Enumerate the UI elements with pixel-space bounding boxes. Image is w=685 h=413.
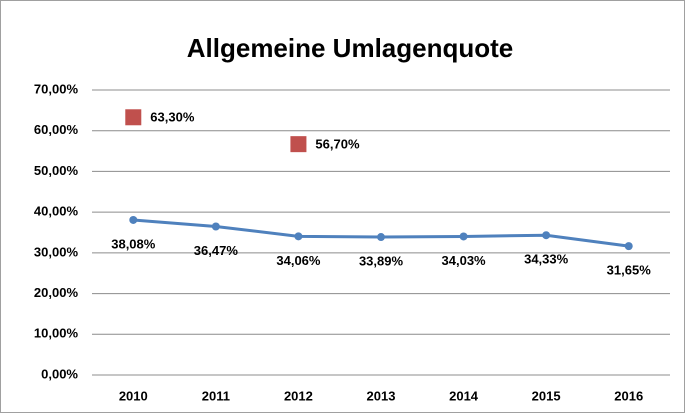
y-tick-label: 60,00% xyxy=(34,122,79,137)
data-label: 34,03% xyxy=(442,253,487,268)
data-label: 36,47% xyxy=(194,243,239,258)
data-label: 34,33% xyxy=(524,252,569,267)
marker xyxy=(542,231,551,240)
marker xyxy=(129,215,138,224)
x-tick-label: 2016 xyxy=(614,388,643,403)
data-label: 56,70% xyxy=(315,137,360,152)
marker xyxy=(211,222,220,231)
x-tick-label: 2014 xyxy=(449,388,479,403)
marker xyxy=(290,136,307,153)
x-tick-label: 2012 xyxy=(284,388,313,403)
data-label: 33,89% xyxy=(359,253,404,268)
marker xyxy=(125,109,142,126)
marker xyxy=(459,232,468,241)
chart-title: Allgemeine Umlagenquote xyxy=(187,33,514,63)
marker xyxy=(294,232,303,241)
x-tick-label: 2011 xyxy=(202,388,230,403)
y-tick-label: 70,00% xyxy=(34,81,79,96)
x-tick-label: 2010 xyxy=(119,388,148,403)
y-tick-label: 10,00% xyxy=(34,326,79,341)
x-tick-label: 2013 xyxy=(367,388,396,403)
data-label: 63,30% xyxy=(150,110,195,125)
data-label: 38,08% xyxy=(111,236,156,251)
marker xyxy=(624,242,633,251)
x-tick-label: 2015 xyxy=(532,388,561,403)
y-tick-label: 0,00% xyxy=(41,366,78,381)
y-tick-label: 30,00% xyxy=(34,244,79,259)
y-tick-label: 40,00% xyxy=(34,204,79,219)
data-label: 31,65% xyxy=(607,263,652,278)
marker xyxy=(377,233,385,242)
y-tick-label: 20,00% xyxy=(34,285,79,300)
data-label: 34,06% xyxy=(276,253,321,268)
y-tick-label: 50,00% xyxy=(34,163,79,178)
